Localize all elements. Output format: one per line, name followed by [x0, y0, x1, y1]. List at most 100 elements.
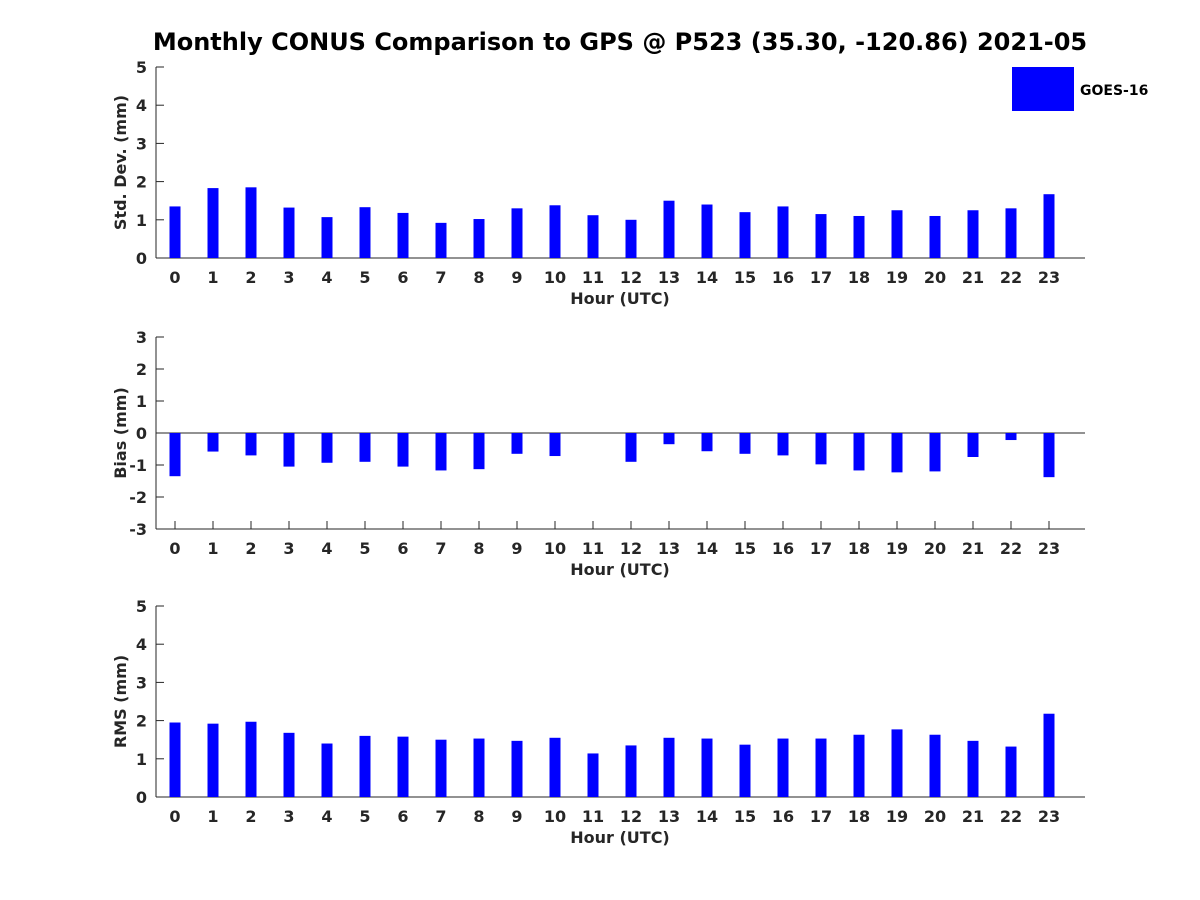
x-axis-label: Hour (UTC) — [570, 289, 670, 308]
bar-hour-9 — [511, 433, 523, 454]
y-tick-label: 2 — [136, 173, 147, 192]
bar-hour-15 — [739, 744, 751, 797]
x-tick-label: 12 — [620, 268, 642, 287]
x-tick-label: 5 — [359, 268, 370, 287]
bar-hour-2 — [245, 433, 257, 456]
bar-hour-18 — [853, 215, 865, 258]
x-tick-label: 8 — [473, 268, 484, 287]
bar-hour-20 — [929, 215, 941, 258]
y-tick-label: 0 — [136, 788, 147, 807]
bar-hour-19 — [891, 729, 903, 797]
bar-hour-19 — [891, 210, 903, 258]
bar-hour-9 — [511, 208, 523, 258]
bar-hour-5 — [359, 207, 371, 258]
y-tick-label: 3 — [136, 134, 147, 153]
x-tick-label: 11 — [582, 268, 604, 287]
x-tick-label: 23 — [1038, 268, 1060, 287]
x-tick-label: 14 — [696, 268, 718, 287]
bar-hour-15 — [739, 212, 751, 258]
x-tick-label: 17 — [810, 268, 832, 287]
x-tick-label: 15 — [734, 268, 756, 287]
bar-hour-7 — [435, 739, 447, 797]
bar-hour-20 — [929, 433, 941, 472]
x-tick-label: 5 — [359, 539, 370, 558]
bar-hour-4 — [321, 433, 333, 463]
y-tick-label: 4 — [136, 635, 147, 654]
x-tick-label: 3 — [283, 539, 294, 558]
x-tick-label: 15 — [734, 539, 756, 558]
x-tick-label: 7 — [435, 807, 446, 826]
x-tick-label: 0 — [169, 807, 180, 826]
x-tick-label: 20 — [924, 807, 946, 826]
bar-hour-18 — [853, 734, 865, 797]
x-tick-label: 14 — [696, 807, 718, 826]
bar-hour-23 — [1043, 713, 1055, 797]
bar-hour-22 — [1005, 433, 1017, 441]
bar-hour-3 — [283, 732, 295, 797]
bar-hour-12 — [625, 433, 637, 462]
x-tick-label: 8 — [473, 807, 484, 826]
bar-hour-13 — [663, 200, 675, 258]
x-tick-label: 19 — [886, 268, 908, 287]
y-tick-label: 3 — [136, 328, 147, 347]
x-tick-label: 18 — [848, 807, 870, 826]
bar-hour-16 — [777, 738, 789, 797]
x-tick-label: 2 — [245, 807, 256, 826]
x-tick-label: 22 — [1000, 539, 1022, 558]
x-tick-label: 21 — [962, 268, 984, 287]
x-tick-label: 9 — [511, 268, 522, 287]
x-tick-label: 21 — [962, 539, 984, 558]
legend-label: GOES-16 — [1080, 83, 1148, 99]
x-tick-label: 1 — [207, 539, 218, 558]
x-tick-label: 12 — [620, 807, 642, 826]
x-tick-label: 3 — [283, 807, 294, 826]
x-tick-label: 11 — [582, 807, 604, 826]
x-tick-label: 23 — [1038, 539, 1060, 558]
y-tick-label: 2 — [136, 360, 147, 379]
bar-hour-0 — [169, 722, 181, 797]
y-tick-label: 5 — [136, 597, 147, 616]
y-axis-label: RMS (mm) — [111, 655, 130, 748]
bar-hour-10 — [549, 433, 561, 457]
bar-hour-6 — [397, 433, 409, 467]
bar-hour-5 — [359, 735, 371, 797]
bar-hour-8 — [473, 433, 485, 470]
x-tick-label: 19 — [886, 539, 908, 558]
x-tick-label: 12 — [620, 539, 642, 558]
bar-hour-0 — [169, 206, 181, 258]
bar-hour-2 — [245, 721, 257, 797]
y-axis-label: Bias (mm) — [111, 387, 130, 479]
x-tick-label: 18 — [848, 268, 870, 287]
y-tick-label: 3 — [136, 673, 147, 692]
x-tick-label: 21 — [962, 807, 984, 826]
y-tick-label: 2 — [136, 712, 147, 731]
bar-hour-12 — [625, 219, 637, 258]
bar-hour-13 — [663, 737, 675, 797]
x-tick-label: 19 — [886, 807, 908, 826]
bar-hour-12 — [625, 745, 637, 797]
bar-hour-4 — [321, 217, 333, 258]
x-tick-label: 6 — [397, 268, 408, 287]
bar-hour-1 — [207, 723, 219, 797]
bar-hour-8 — [473, 738, 485, 797]
x-tick-label: 20 — [924, 268, 946, 287]
legend: GOES-16 — [1012, 67, 1148, 111]
x-tick-label: 15 — [734, 807, 756, 826]
bar-hour-11 — [587, 215, 599, 258]
chart-title: Monthly CONUS Comparison to GPS @ P523 (… — [152, 28, 1088, 56]
x-tick-label: 7 — [435, 268, 446, 287]
bar-hour-13 — [663, 433, 675, 445]
bar-hour-14 — [701, 204, 713, 258]
y-tick-label: 1 — [136, 211, 147, 230]
x-tick-label: 4 — [321, 268, 332, 287]
bar-hour-7 — [435, 222, 447, 258]
x-tick-label: 20 — [924, 539, 946, 558]
bar-hour-19 — [891, 433, 903, 473]
bar-hour-9 — [511, 740, 523, 797]
x-tick-label: 10 — [544, 807, 566, 826]
x-tick-label: 14 — [696, 539, 718, 558]
